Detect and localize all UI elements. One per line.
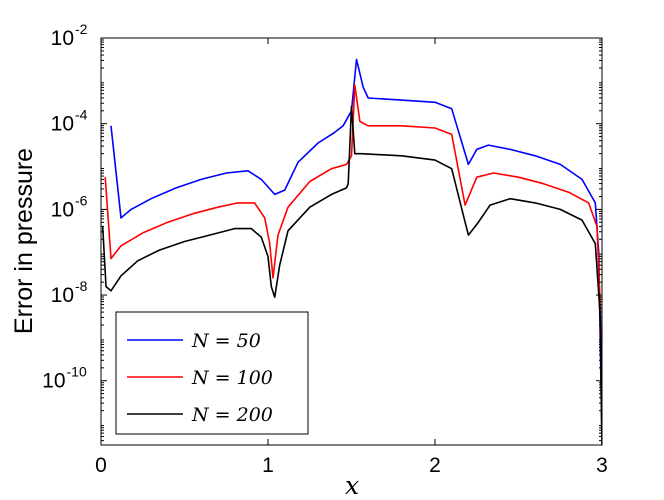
x-tick-label-0: 0 <box>95 454 107 477</box>
y-tick-label-4: 10 -10 <box>42 364 87 393</box>
series-layer <box>101 58 602 445</box>
x-tick-label-1: 1 <box>262 454 274 477</box>
svg-text:10: 10 <box>51 284 74 307</box>
svg-text:-10: -10 <box>67 364 87 380</box>
svg-text:10: 10 <box>51 198 74 221</box>
x-tick-label-2: 2 <box>429 454 441 477</box>
svg-text:-8: -8 <box>75 278 88 294</box>
y-minor-ticks <box>101 39 602 442</box>
legend-item-0: N = 50 <box>127 330 261 352</box>
svg-text:-2: -2 <box>75 21 88 37</box>
legend-item-1: N = 100 <box>127 367 273 389</box>
svg-text:10: 10 <box>51 113 74 136</box>
svg-text:10: 10 <box>42 370 65 393</box>
svg-text:10: 10 <box>51 27 74 50</box>
y-tick-label-1: 10 -4 <box>51 107 88 136</box>
series-line-2 <box>101 105 602 445</box>
legend-item-2: N = 200 <box>127 404 273 426</box>
y-tick-label-3: 10 -8 <box>51 278 88 307</box>
y-tick-label-0: 10 -2 <box>51 21 88 50</box>
legend-label-2: N = 200 <box>191 404 273 426</box>
y-tick-label-2: 10 -6 <box>51 192 88 221</box>
svg-text:-6: -6 <box>75 192 88 208</box>
x-axis-ticks: 0 1 2 3 <box>95 38 608 477</box>
legend: N = 50 N = 100 N = 200 <box>115 311 309 435</box>
x-axis-label: x <box>345 471 359 500</box>
plot-frame <box>100 37 603 446</box>
y-axis-label: Error in pressure <box>10 148 38 334</box>
svg-text:-4: -4 <box>75 107 88 123</box>
x-tick-label-3: 3 <box>596 454 608 477</box>
legend-label-0: N = 50 <box>191 330 261 352</box>
legend-label-1: N = 100 <box>191 367 273 389</box>
y-axis-ticks: 10-210-410-610-810-10 <box>42 21 602 442</box>
